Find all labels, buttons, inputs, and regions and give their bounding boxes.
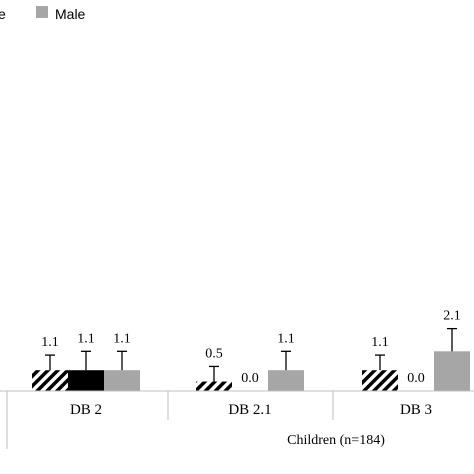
legend-entry-male-label: Male (55, 6, 86, 22)
data-label-db3-black: 0.0 (407, 371, 425, 386)
legend-entry-1-label: e (0, 6, 6, 22)
tick-label-db2-1: DB 2.1 (228, 402, 271, 418)
bar-db2-black (68, 370, 104, 391)
data-label-db3-hatched: 1.1 (371, 335, 389, 350)
bar-db2-1-hatched (196, 381, 232, 391)
data-label-db2-hatched: 1.1 (41, 335, 59, 350)
group-label: Children (n=184) (287, 433, 385, 448)
plot-area: 1.1 1.1 1.1 0.5 0.0 1.1 1.1 0.0 2.1 (32, 309, 470, 391)
data-label-db2-1-hatched: 0.5 (205, 346, 223, 361)
data-label-db3-male: 2.1 (443, 309, 461, 324)
data-label-db2-male: 1.1 (113, 331, 131, 346)
data-label-db2-1-black: 0.0 (241, 371, 259, 386)
tick-label-db2: DB 2 (70, 402, 102, 418)
legend-swatch-male (36, 6, 48, 18)
bar-db2-hatched (32, 370, 68, 391)
bar-db2-1-male (268, 370, 304, 391)
bar-db3-hatched (362, 370, 398, 391)
bar-db2-male (104, 370, 140, 391)
data-label-db2-1-male: 1.1 (277, 331, 295, 346)
data-label-db2-black: 1.1 (77, 331, 95, 346)
bar-db3-male (434, 351, 470, 391)
legend: e Male (0, 6, 86, 22)
tick-label-db3: DB 3 (400, 402, 432, 418)
